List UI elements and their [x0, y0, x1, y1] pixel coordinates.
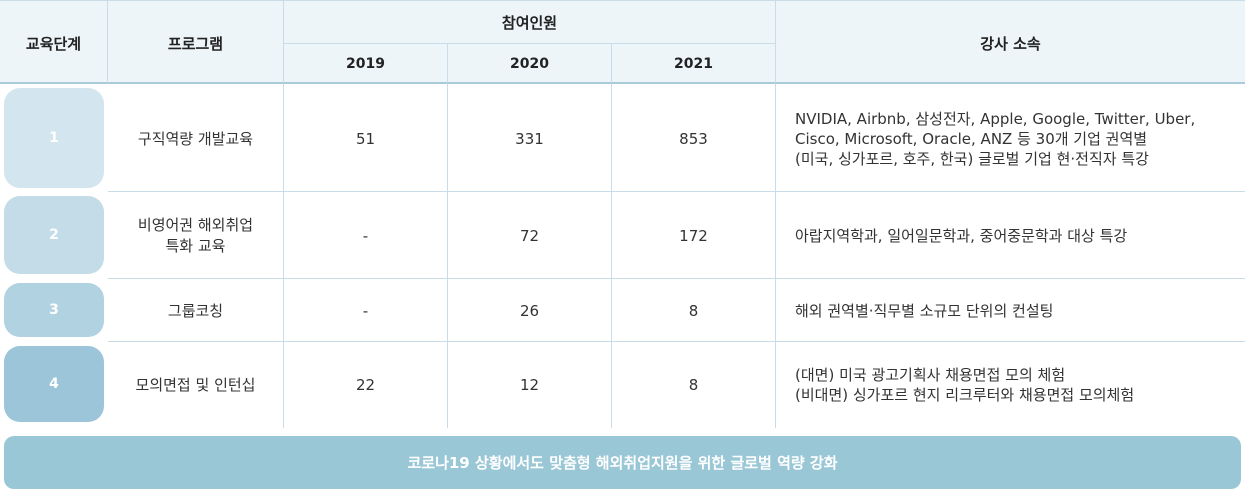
count-2019: 51	[355, 129, 376, 148]
lecturer-affiliation: 아랍지역학과, 일어일문학과, 중어중문학과 대상 특강	[795, 227, 1128, 245]
table-row: 2 비영어권 해외취업 특화 교육 - 72 172 아랍지역학과, 일어일문학…	[0, 196, 1245, 278]
program-name: 구직역량 개발교육	[137, 129, 254, 148]
lecturer-affiliation: 해외 권역별·직무별 소규모 단위의 컨설팅	[795, 302, 1054, 320]
header-col-divider	[107, 1, 108, 83]
lecturer-affiliation: NVIDIA, Airbnb, 삼성전자, Apple, Google, Twi…	[795, 110, 1196, 168]
header-program: 프로그램	[167, 34, 224, 53]
stage-badge: 2	[4, 196, 104, 274]
program-name: 비영어권 해외취업 특화 교육	[137, 216, 254, 255]
count-2021: 8	[688, 301, 699, 320]
count-2019: 22	[355, 375, 376, 394]
program-name: 모의면접 및 인턴십	[135, 375, 256, 394]
count-2020: 12	[519, 375, 540, 394]
program-name: 그룹코칭	[167, 301, 224, 320]
body-col-divider	[283, 84, 284, 428]
header-col-divider	[447, 43, 448, 83]
header-lecturer: 강사 소속	[980, 34, 1041, 53]
count-2020: 26	[519, 301, 540, 320]
table-row: 1 구직역량 개발교육 51 331 853 NVIDIA, Airbnb, 삼…	[0, 88, 1245, 190]
count-2019: -	[362, 301, 369, 320]
header-col-divider	[775, 1, 776, 83]
lecturer-affiliation: (대면) 미국 광고기획사 채용면접 모의 체험 (비대면) 싱가포르 현지 리…	[795, 366, 1135, 404]
row-divider	[108, 191, 1245, 192]
row-divider	[108, 278, 1245, 279]
header-participants: 참여인원	[501, 13, 558, 32]
header-year-2020: 2020	[510, 55, 549, 72]
stage-badge: 4	[4, 346, 104, 422]
header-stage: 교육단계	[25, 34, 82, 53]
table-row: 3 그룹코칭 - 26 8 해외 권역별·직무별 소규모 단위의 컨설팅	[0, 283, 1245, 339]
header-divider	[284, 43, 775, 44]
count-2020: 331	[515, 129, 544, 148]
count-2021: 172	[679, 226, 708, 245]
header-col-divider	[611, 43, 612, 83]
body-col-divider	[447, 84, 448, 428]
body-col-divider	[775, 84, 776, 428]
count-2019: -	[362, 226, 369, 245]
table-header: 교육단계 프로그램 참여인원 2019 2020 2021 강사 소속	[0, 0, 1245, 84]
count-2021: 8	[688, 375, 699, 394]
stage-badge: 1	[4, 88, 104, 188]
stage-badge: 3	[4, 283, 104, 337]
header-year-2021: 2021	[674, 55, 713, 72]
body-col-divider	[611, 84, 612, 428]
count-2020: 72	[519, 226, 540, 245]
table-row: 4 모의면접 및 인턴십 22 12 8 (대면) 미국 광고기획사 채용면접 …	[0, 346, 1245, 424]
header-year-2019: 2019	[346, 55, 385, 72]
header-col-divider	[283, 1, 284, 83]
count-2021: 853	[679, 129, 708, 148]
row-divider	[108, 341, 1245, 342]
summary-banner: 코로나19 상황에서도 맞춤형 해외취업지원을 위한 글로벌 역량 강화	[4, 436, 1241, 489]
